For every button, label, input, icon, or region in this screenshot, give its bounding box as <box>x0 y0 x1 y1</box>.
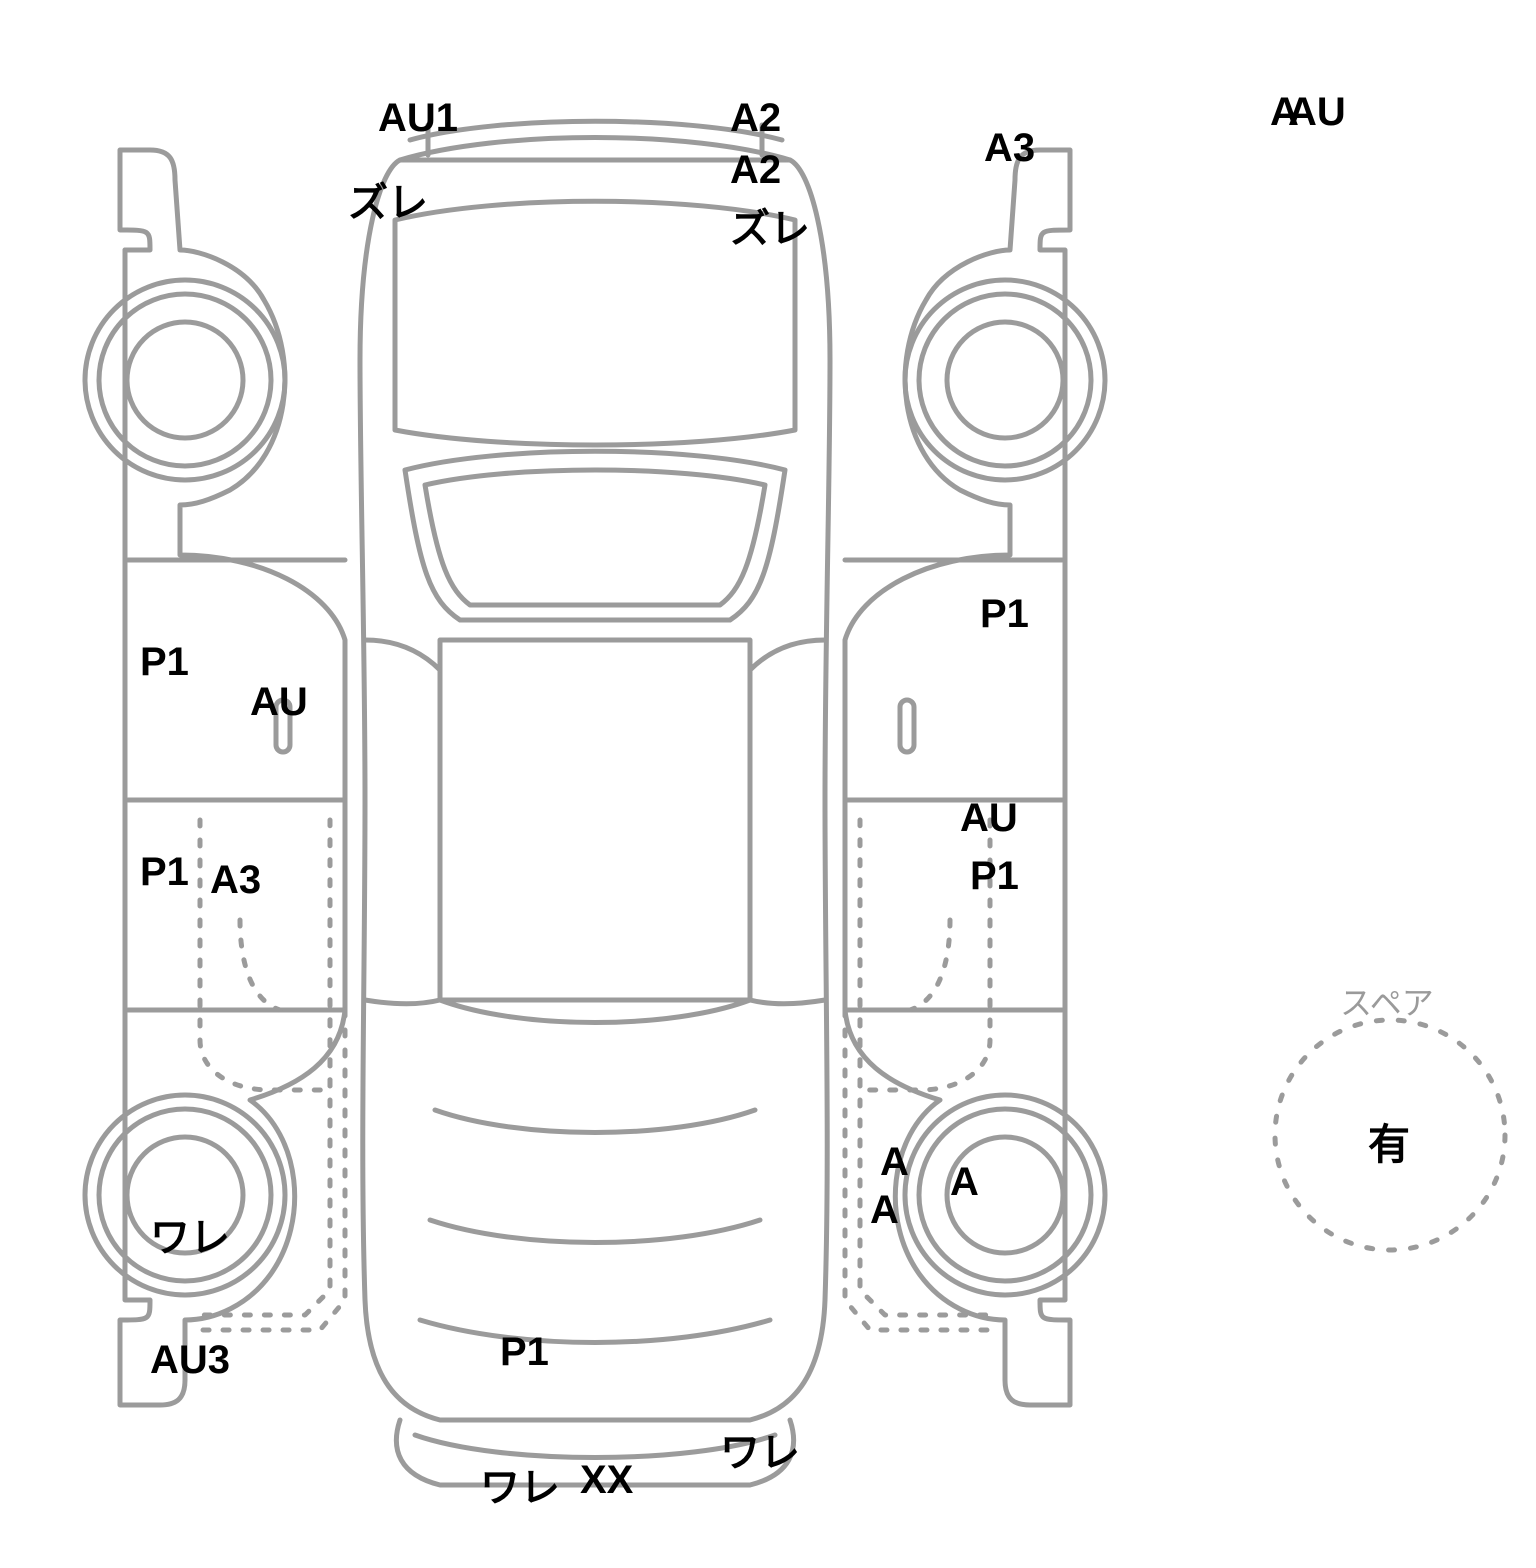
label-a3-1: A3 <box>984 126 1035 171</box>
label-ware-l: ワレ <box>150 1205 230 1263</box>
label-zure-2: ズレ <box>730 196 810 254</box>
label-a3-l: A3 <box>210 858 261 903</box>
label-p1-rear: P1 <box>500 1330 549 1375</box>
label-au-corner: AU <box>1288 90 1346 135</box>
label-ware-rear2: ワレ <box>720 1420 800 1478</box>
label-au1: AU1 <box>378 96 458 141</box>
label-au-l: AU <box>250 680 308 725</box>
label-a-r3: A <box>950 1160 979 1205</box>
label-a-r1: A <box>880 1140 909 1185</box>
label-au3-l: AU3 <box>150 1338 230 1383</box>
label-a-r2: A <box>870 1188 899 1233</box>
label-zure-1: ズレ <box>348 170 428 228</box>
label-p1-l1: P1 <box>140 640 189 685</box>
diagram-stage: AU1 ズレ A2 A2 ズレ A3 A AU P1 AU P1 A3 ワレ A… <box>0 0 1536 1568</box>
label-a2-1: A2 <box>730 96 781 141</box>
label-p1-l2: P1 <box>140 850 189 895</box>
spare-tire-value: 有 <box>1368 1111 1410 1172</box>
label-ware-rear1: ワレ <box>480 1455 560 1513</box>
label-au-r: AU <box>960 796 1018 841</box>
label-a2-2: A2 <box>730 148 781 193</box>
label-p1-r2: P1 <box>970 854 1019 899</box>
label-p1-r1: P1 <box>980 592 1029 637</box>
spare-tire-label: スペア <box>1340 978 1434 1024</box>
label-xx-rear: XX <box>580 1458 633 1503</box>
